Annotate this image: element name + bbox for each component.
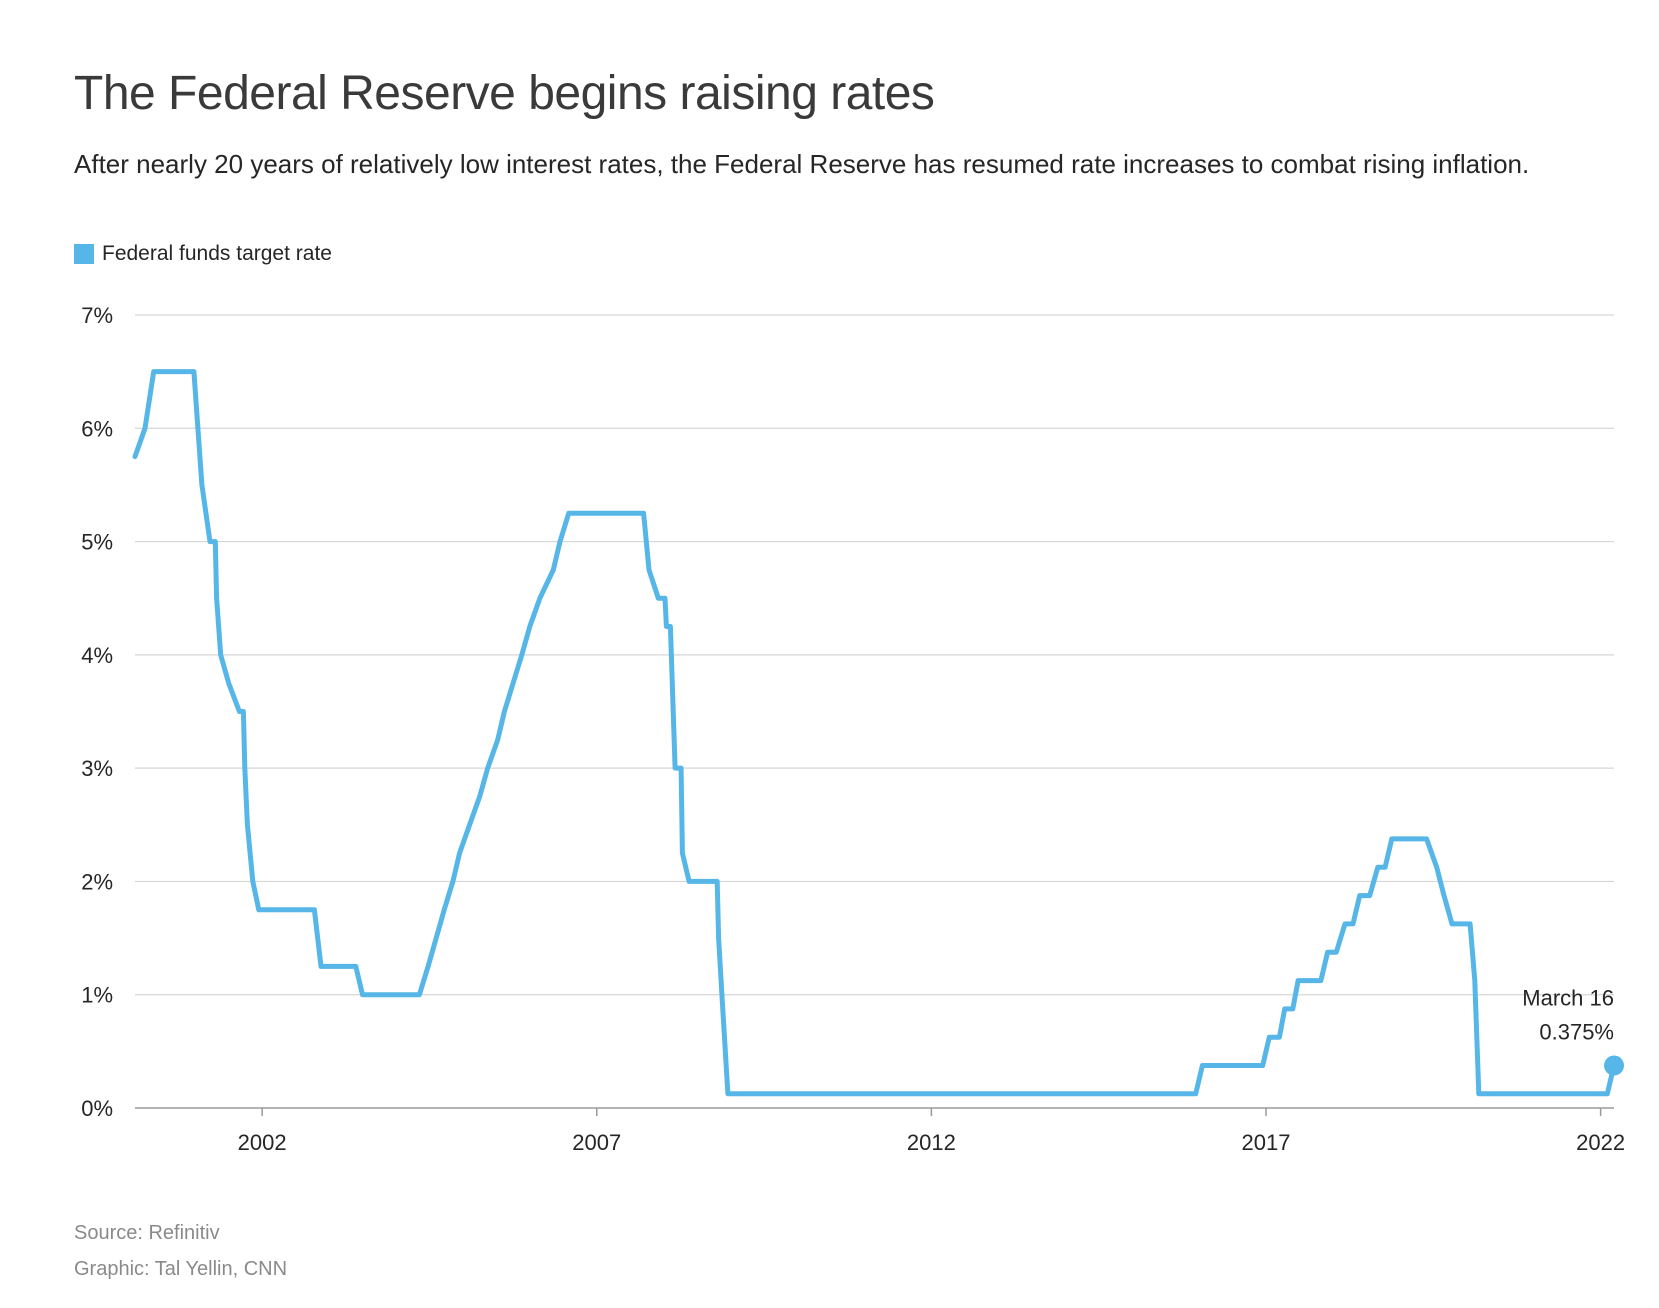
source-note: Source: Refinitiv [74, 1222, 220, 1244]
x-tick-label: 2022 [1576, 1130, 1625, 1155]
gridlines [135, 314, 1614, 1109]
y-tick-label: 0% [81, 1096, 113, 1121]
y-tick-label: 3% [81, 756, 113, 781]
y-tick-label: 4% [81, 643, 113, 668]
legend: Federal funds target rate [74, 242, 332, 266]
y-tick-label: 5% [81, 530, 113, 555]
y-tick-label: 7% [81, 303, 113, 328]
chart-subtitle: After nearly 20 years of relatively low … [74, 149, 1530, 179]
y-tick-label: 1% [81, 983, 113, 1008]
y-tick-label: 6% [81, 416, 113, 441]
chart-title: The Federal Reserve begins raising rates [74, 67, 935, 120]
x-tick-label: 2017 [1242, 1130, 1291, 1155]
end-point-marker [1604, 1055, 1624, 1076]
legend-swatch [74, 244, 94, 264]
y-tick-label: 2% [81, 869, 113, 894]
x-tick-label: 2002 [238, 1130, 287, 1155]
annotation-value: 0.375% [1539, 1020, 1614, 1045]
annotation-date: March 16 [1522, 986, 1614, 1011]
x-axis-ticks: 2002 2007 2012 2017 2022 [238, 1108, 1625, 1155]
y-axis-ticks: 0% 1% 2% 3% 4% 5% 6% 7% [81, 303, 113, 1121]
rate-series-line [132, 369, 1617, 1097]
x-tick-label: 2012 [907, 1130, 956, 1155]
x-tick-label: 2007 [572, 1130, 621, 1155]
legend-label: Federal funds target rate [102, 242, 332, 265]
credit-note: Graphic: Tal Yellin, CNN [74, 1258, 288, 1280]
